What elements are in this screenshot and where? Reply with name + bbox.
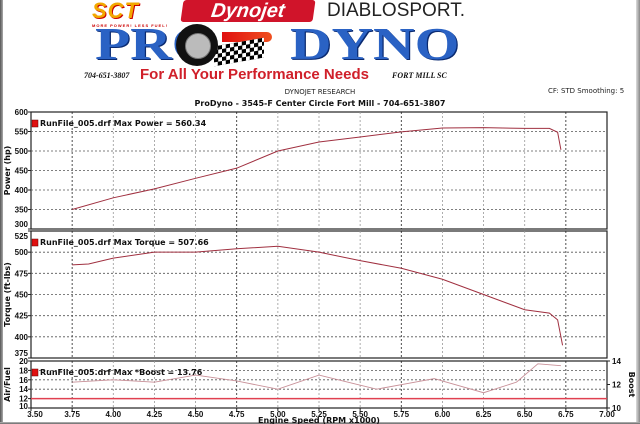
y-tick-label: 400 [15,333,29,342]
x-tick-label: 5.75 [393,410,409,419]
y-tick-label: 16 [19,376,28,385]
sct-tagline: MORE POWER! LESS FUEL! [92,23,168,28]
y-axis-label: Air/Fuel [3,367,12,402]
x-tick-label: 5.00 [270,410,286,419]
y-tick-label: 300 [15,220,29,229]
legend-marker-icon [31,119,39,128]
y-axis-label: Power (hp) [3,146,12,196]
panel-frame [30,360,608,409]
legend-marker-icon [31,238,39,247]
legend-label: RunFile_005.drf Max Torque = 507.66 [40,238,209,247]
y-tick-label: 375 [15,349,29,358]
diablosport-logo: DIABLOSPORT. [327,0,465,21]
image-border-left [0,0,3,424]
x-tick-label: 6.00 [435,410,451,419]
boost-series-line [72,363,561,394]
phone-number: 704-651-3807 [84,71,130,80]
city: FORT MILL SC [392,71,447,80]
legend-label: RunFile_005.drf Max *Boost = 13.76 [40,368,203,377]
flame-graphic [222,32,272,42]
power-series-line [72,127,562,210]
y-tick-label: 475 [15,269,29,278]
prodyno-logo-dyno: DYNO [290,18,460,69]
slogan: For All Your Performance Needs [140,66,369,83]
legend-marker-icon [31,368,39,377]
settings-label: CF: STD Smoothing: 5 [548,87,625,95]
y-tick-label: 600 [15,108,29,117]
y-tick-label: 550 [15,128,29,137]
x-tick-label: 5.25 [311,410,327,419]
y-tick-label: 18 [19,366,28,375]
y-tick-label: 400 [15,186,29,195]
x-tick-label: 5.50 [352,410,368,419]
x-tick-label: 4.75 [229,410,245,419]
x-tick-label: 6.75 [558,410,574,419]
y-tick-label: 500 [15,147,29,156]
legend-label: RunFile_005.drf Max Power = 560.34 [40,119,207,128]
sct-logo: SCT [92,0,139,23]
x-tick-label: 4.50 [188,410,204,419]
y-right-axis-label: Boost [627,372,636,398]
y-tick-label: 525 [15,232,29,241]
dynojet-research-label: DYNOJET RESEARCH [284,88,356,96]
torque-series-line [72,245,564,346]
x-tick-label: 4.00 [105,410,121,419]
x-tick-label: 6.50 [517,410,533,419]
x-tick-label: 6.25 [476,410,492,419]
y-tick-label: 450 [15,167,29,176]
image-border-right [636,0,640,424]
y-right-tick-label: 14 [612,357,621,366]
y-tick-label: 10 [19,402,28,411]
y-axis-label: Torque (ft-lbs) [3,262,12,327]
y-tick-label: 425 [15,312,29,321]
y-tick-label: 12 [19,395,28,404]
x-tick-label: 7.00 [599,410,615,419]
y-tick-label: 14 [19,385,28,394]
x-tick-label: 3.50 [27,410,43,419]
image-border-bottom [0,422,640,424]
y-right-tick-label: 10 [612,404,621,413]
tire-icon [176,24,218,66]
y-tick-label: 20 [19,357,28,366]
y-tick-label: 450 [15,291,29,300]
y-tick-label: 500 [15,248,29,257]
y-right-tick-label: 12 [612,381,621,390]
y-tick-label: 350 [15,206,29,215]
x-tick-label: 3.75 [64,410,80,419]
x-axis-label: Engine Speed (RPM x1000) [258,416,380,424]
x-tick-label: 4.25 [147,410,163,419]
chart-title: ProDyno - 3545-F Center Circle Fort Mill… [194,99,446,108]
